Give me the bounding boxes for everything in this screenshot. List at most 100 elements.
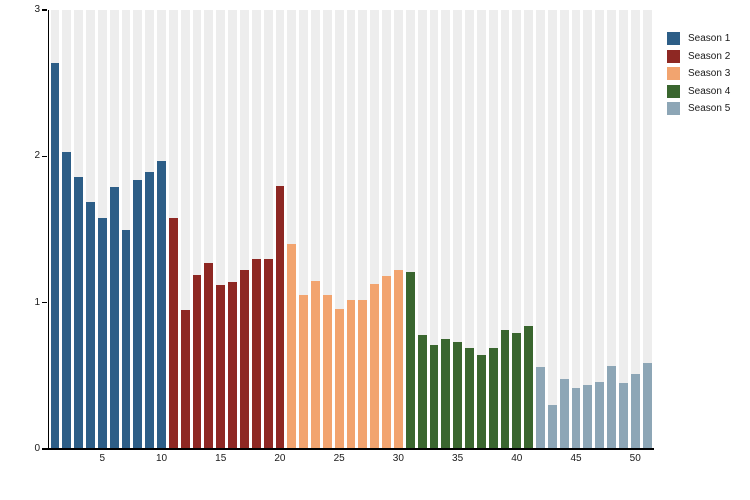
bar-season1-episode-2 bbox=[62, 151, 72, 449]
episode-column-31 bbox=[404, 10, 416, 449]
x-tick-label-20: 20 bbox=[274, 453, 286, 464]
legend-item-season-5: Season 5 bbox=[667, 102, 730, 115]
background-stripe bbox=[204, 10, 214, 449]
legend-swatch-icon bbox=[667, 84, 680, 98]
episode-column-37 bbox=[475, 10, 487, 449]
bar-season1-episode-1 bbox=[50, 62, 60, 449]
background-stripe bbox=[595, 10, 605, 449]
episode-column-39 bbox=[499, 10, 511, 449]
episode-column-5 bbox=[96, 10, 108, 449]
background-stripe bbox=[382, 10, 391, 449]
y-tick-mark-1 bbox=[42, 301, 47, 304]
background-stripe bbox=[287, 10, 297, 449]
episode-column-50 bbox=[629, 10, 641, 449]
background-stripe bbox=[583, 10, 593, 449]
bar-season5-episode-49 bbox=[619, 383, 628, 449]
y-tick-label-3: 3 bbox=[34, 4, 40, 15]
episode-column-21 bbox=[286, 10, 298, 449]
legend-item-season-4: Season 4 bbox=[667, 84, 730, 98]
bar-season4-episode-35 bbox=[453, 342, 463, 449]
bar-season1-episode-3 bbox=[74, 176, 84, 449]
background-stripe bbox=[299, 10, 309, 449]
bar-season1-episode-10 bbox=[157, 160, 166, 449]
episode-column-24 bbox=[321, 10, 333, 449]
legend-label: Season 2 bbox=[688, 50, 731, 62]
bar-season5-episode-42 bbox=[536, 367, 545, 449]
bar-season5-episode-44 bbox=[559, 378, 569, 449]
bar-season3-episode-24 bbox=[322, 295, 332, 449]
legend-label: Season 3 bbox=[688, 68, 731, 79]
bar-season5-episode-50 bbox=[630, 374, 640, 449]
bar-season4-episode-36 bbox=[465, 348, 474, 449]
bar-season1-episode-5 bbox=[97, 217, 107, 449]
plot-area bbox=[49, 10, 653, 449]
x-tick-label-25: 25 bbox=[333, 453, 345, 464]
bar-season4-episode-41 bbox=[524, 326, 534, 449]
bar-season1-episode-9 bbox=[145, 172, 155, 449]
bar-season2-episode-13 bbox=[192, 274, 202, 449]
background-stripe bbox=[619, 10, 628, 449]
bar-season3-episode-22 bbox=[299, 295, 309, 449]
bar-season2-episode-20 bbox=[275, 185, 285, 449]
x-tick-label-15: 15 bbox=[215, 453, 227, 464]
bar-season4-episode-31 bbox=[405, 271, 415, 449]
bar-season4-episode-33 bbox=[429, 345, 439, 449]
episode-column-20 bbox=[274, 10, 286, 449]
background-stripe bbox=[334, 10, 344, 449]
episode-column-9 bbox=[144, 10, 156, 449]
legend-item-season-1: Season 1 bbox=[667, 32, 730, 45]
background-stripe bbox=[607, 10, 616, 449]
background-stripe bbox=[642, 10, 652, 449]
episode-column-35 bbox=[452, 10, 464, 449]
episode-column-11 bbox=[167, 10, 179, 449]
episode-column-48 bbox=[606, 10, 618, 449]
background-stripe bbox=[630, 10, 640, 449]
legend: Season 1 Season 2 Season 3 Season 4 Season 5 bbox=[667, 32, 730, 120]
background-stripe bbox=[488, 10, 498, 449]
background-stripe bbox=[346, 10, 356, 449]
episode-column-14 bbox=[203, 10, 215, 449]
bar-season1-episode-8 bbox=[133, 179, 143, 449]
background-stripe bbox=[240, 10, 249, 449]
background-stripe bbox=[417, 10, 427, 449]
y-tick-mark-3 bbox=[42, 9, 47, 11]
episode-column-40 bbox=[511, 10, 523, 449]
x-tick-label-30: 30 bbox=[392, 453, 404, 464]
episode-column-28 bbox=[369, 10, 381, 449]
y-axis-line bbox=[47, 10, 49, 450]
bar-season2-episode-14 bbox=[204, 263, 214, 449]
y-tick-label-0: 0 bbox=[34, 443, 40, 454]
background-stripe bbox=[393, 10, 403, 449]
background-stripe bbox=[571, 10, 581, 449]
episode-column-22 bbox=[298, 10, 310, 449]
background-stripe bbox=[465, 10, 474, 449]
episode-column-44 bbox=[558, 10, 570, 449]
bar-season2-episode-17 bbox=[240, 270, 249, 449]
background-stripe bbox=[216, 10, 226, 449]
episode-column-8 bbox=[132, 10, 144, 449]
bar-season3-episode-27 bbox=[358, 299, 368, 449]
background-stripe bbox=[192, 10, 202, 449]
episode-column-23 bbox=[310, 10, 322, 449]
background-stripe bbox=[180, 10, 190, 449]
bar-season3-episode-25 bbox=[334, 308, 344, 449]
legend-swatch-icon bbox=[667, 102, 680, 115]
episode-column-30 bbox=[392, 10, 404, 449]
episode-column-6 bbox=[108, 10, 120, 449]
bar-season2-episode-11 bbox=[168, 217, 178, 449]
x-tick-label-10: 10 bbox=[155, 453, 168, 464]
legend-label: Season 5 bbox=[688, 103, 731, 114]
episode-column-3 bbox=[73, 10, 85, 449]
bar-season4-episode-34 bbox=[441, 339, 451, 449]
bar-season5-episode-46 bbox=[583, 384, 593, 449]
background-stripe bbox=[311, 10, 320, 449]
episode-column-36 bbox=[464, 10, 476, 449]
background-stripe bbox=[263, 10, 273, 449]
background-stripe bbox=[453, 10, 463, 449]
y-tick-label-1: 1 bbox=[34, 296, 40, 308]
bar-season3-episode-29 bbox=[382, 276, 391, 449]
bar-season5-episode-48 bbox=[607, 365, 616, 449]
x-tick-label-50: 50 bbox=[629, 453, 641, 464]
background-stripe bbox=[500, 10, 510, 449]
